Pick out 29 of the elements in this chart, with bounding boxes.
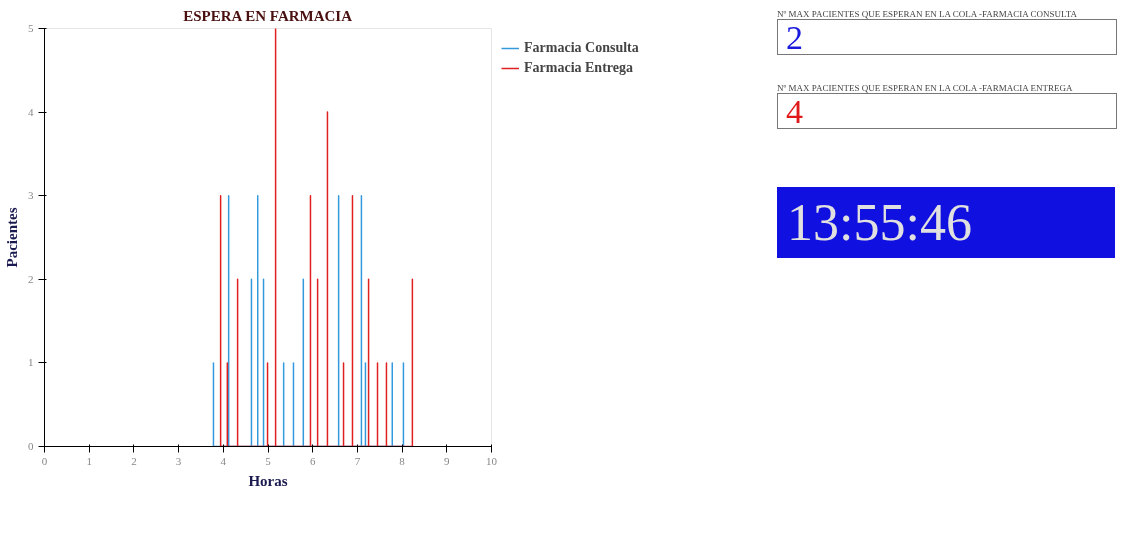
text: 4 — [777, 93, 1117, 130]
x-tick-label: 4 — [220, 454, 227, 467]
x-tick-label: 3 — [175, 454, 182, 467]
y-tick-label: 4 — [28, 105, 34, 118]
text: Nº MAX PACIENTES QUE ESPERAN EN LA COLA -FARMACIA ENTREGA — [777, 83, 1074, 93]
line-series — [219, 28, 414, 447]
x-tick-label: 9 — [444, 454, 451, 467]
text: Nº MAX PACIENTES QUE ESPERAN EN LA COLA -FARMACIA CONSULTA — [777, 9, 1079, 19]
y-tick-label: 5 — [28, 22, 34, 34]
y-axis-title: Pacientes — [4, 207, 20, 268]
x-tick-label: 6 — [309, 454, 316, 467]
text: 13:55:46 — [777, 187, 1115, 258]
y-tick-label: 1 — [28, 356, 34, 369]
x-tick-label: 1 — [86, 454, 92, 467]
y-tick-label: 3 — [28, 189, 34, 202]
chart-title: ESPERA EN FARMACIA — [183, 7, 353, 24]
legend-label: Farmacia Entrega — [524, 60, 633, 76]
legend-label: Farmacia Consulta — [524, 40, 639, 56]
x-tick-label: 8 — [399, 454, 406, 467]
x-tick-label: 7 — [354, 454, 361, 467]
line-series — [212, 194, 405, 447]
y-tick-label: 0 — [28, 440, 34, 452]
x-tick-label: 0 — [41, 454, 48, 467]
text: 2 — [777, 19, 1117, 56]
x-tick-label: 10 — [486, 454, 498, 467]
x-axis-title: Horas — [248, 472, 288, 489]
y-tick-label: 2 — [28, 272, 34, 285]
x-tick-label: 5 — [265, 454, 272, 467]
x-tick-label: 2 — [131, 454, 137, 467]
